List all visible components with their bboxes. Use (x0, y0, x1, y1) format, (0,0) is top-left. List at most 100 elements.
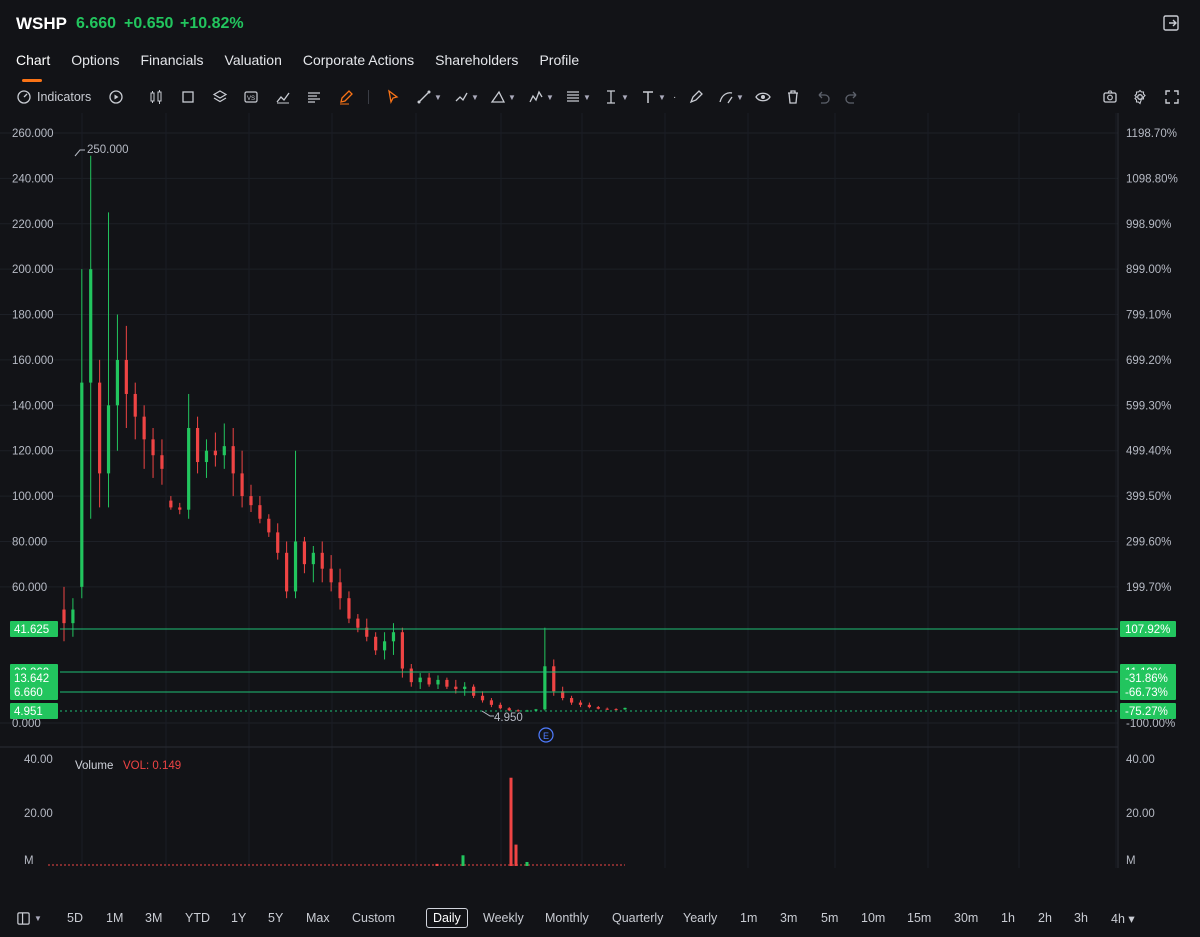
square-icon[interactable] (180, 88, 196, 106)
candles-icon[interactable] (148, 88, 164, 106)
timeframe-30m[interactable]: 30m (954, 911, 979, 925)
timeframe-3m[interactable]: 3m (780, 911, 798, 925)
high-marker: 250.000 (87, 144, 129, 156)
price-change-percent: +10.82% (180, 15, 244, 32)
candle (587, 702, 591, 709)
timeframe-yearly[interactable]: Yearly (683, 911, 718, 925)
timeframe-10m[interactable]: 10m (861, 911, 886, 925)
timeframe-3m[interactable]: 3M (145, 911, 163, 925)
camera-icon[interactable] (1102, 88, 1118, 106)
redo-icon[interactable] (844, 88, 860, 106)
timeframe-weekly[interactable]: Weekly (483, 911, 524, 925)
compare-chart-icon[interactable] (275, 88, 291, 106)
timeframe-5y[interactable]: 5Y (268, 911, 284, 925)
layout-toggle[interactable]: ▼ (16, 911, 42, 926)
pen-icon[interactable] (688, 88, 704, 106)
candle (71, 598, 75, 637)
triangle-tool-icon[interactable]: ▼ (490, 88, 516, 106)
candle (133, 382, 137, 440)
candle (151, 428, 155, 478)
candle (543, 627, 547, 711)
draw-icon[interactable]: ▼ (718, 88, 744, 106)
svg-text:VS: VS (247, 96, 255, 102)
price-line: 13.642 -31.86% (10, 670, 1176, 686)
timeframe-custom[interactable]: Custom (352, 911, 396, 925)
price-line: 6.660 -66.73% (10, 684, 1176, 700)
tab-options[interactable]: Options (71, 52, 120, 68)
measure-tool-icon[interactable]: ▼ (603, 88, 629, 106)
timeframe-1h[interactable]: 1h (1001, 911, 1015, 925)
timeframe-ytd[interactable]: YTD (185, 911, 210, 925)
timeframe-15m[interactable]: 15m (907, 911, 932, 925)
right-tick-label: 599.30% (1126, 400, 1171, 412)
timeframe-5m[interactable]: 5m (821, 911, 839, 925)
cursor-icon[interactable] (385, 88, 401, 106)
timeframe-daily[interactable]: Daily (426, 908, 468, 928)
timeframe-monthly[interactable]: Monthly (545, 911, 589, 925)
tab-profile[interactable]: Profile (539, 52, 580, 68)
candle (178, 502, 182, 515)
candle (311, 546, 315, 583)
right-tick-label: 399.50% (1126, 491, 1171, 503)
fib-tool-icon[interactable]: ▼ (565, 88, 591, 106)
left-tick-label: 0.000 (12, 718, 41, 730)
candle (204, 439, 209, 478)
earnings-marker[interactable]: E (538, 727, 554, 743)
volume-tick-right: M (1126, 855, 1136, 867)
candle (507, 707, 511, 712)
exit-icon[interactable] (1162, 14, 1180, 32)
layers-icon[interactable] (212, 88, 228, 106)
timeframe-1y[interactable]: 1Y (231, 911, 247, 925)
line-tool-icon[interactable]: ▼ (416, 88, 442, 106)
volume-axis: 40.00 40.00 20.00 20.00 M M (24, 754, 1155, 867)
left-tick-label: 80.000 (12, 536, 47, 548)
tab-chart[interactable]: Chart (16, 52, 50, 82)
low-marker: 4.950 (494, 712, 523, 724)
candle (489, 698, 494, 708)
timeframe-1m[interactable]: 1M (106, 911, 124, 925)
tab-financials[interactable]: Financials (140, 52, 204, 68)
pencil-icon[interactable] (338, 88, 354, 106)
trash-icon[interactable] (785, 88, 801, 106)
right-tick-label: 998.90% (1126, 219, 1171, 231)
timeframe-5d[interactable]: 5D (67, 911, 83, 925)
replay-icon[interactable] (108, 88, 124, 106)
vs-icon[interactable]: VS (243, 88, 259, 106)
pattern-tool-icon[interactable]: ▼ (528, 88, 554, 106)
gauge-icon (17, 90, 31, 104)
timeframe-3h[interactable]: 3h (1074, 911, 1088, 925)
candle (614, 708, 618, 711)
candle (382, 632, 387, 660)
candle (436, 675, 440, 689)
fullscreen-icon[interactable] (1164, 88, 1180, 106)
candle (106, 212, 111, 508)
tab-shareholders[interactable]: Shareholders (435, 52, 519, 68)
align-icon[interactable] (306, 88, 322, 106)
timeframe-2h[interactable]: 2h (1038, 911, 1052, 925)
timeframe-max[interactable]: Max (306, 911, 330, 925)
left-tick-label: 120.000 (12, 446, 54, 458)
indicators-button[interactable]: Indicators (16, 88, 91, 106)
timeframe-1m[interactable]: 1m (740, 911, 758, 925)
left-tick-label: 160.000 (12, 355, 54, 367)
eye-icon[interactable] (755, 88, 771, 106)
price-line: 22.26011.19% (10, 664, 1176, 680)
text-tool-icon[interactable]: ▼ (640, 88, 666, 106)
right-tick-label: 1198.70% (1126, 128, 1177, 140)
annotate-icon[interactable]: · (673, 91, 677, 103)
volume-tick-left: M (24, 855, 34, 867)
tab-corporate-actions[interactable]: Corporate Actions (302, 52, 415, 68)
timeframe-4h[interactable]: 4h ▾ (1111, 912, 1135, 926)
candles (62, 155, 627, 712)
candle (391, 623, 396, 655)
timeframe-quarterly[interactable]: Quarterly (612, 911, 664, 925)
tab-valuation[interactable]: Valuation (224, 52, 282, 68)
volume-tick-right: 20.00 (1126, 808, 1155, 820)
candle (525, 709, 529, 712)
price-line-value: 41.625 (14, 624, 49, 636)
undo-icon[interactable] (815, 88, 831, 106)
settings-icon[interactable] (1132, 88, 1148, 106)
brush-tool-icon[interactable]: ▼ (453, 88, 479, 106)
candle (480, 691, 485, 703)
price-chart[interactable]: 260.000 240.000 220.000 200.000 180.000 160.0… (0, 113, 1200, 873)
